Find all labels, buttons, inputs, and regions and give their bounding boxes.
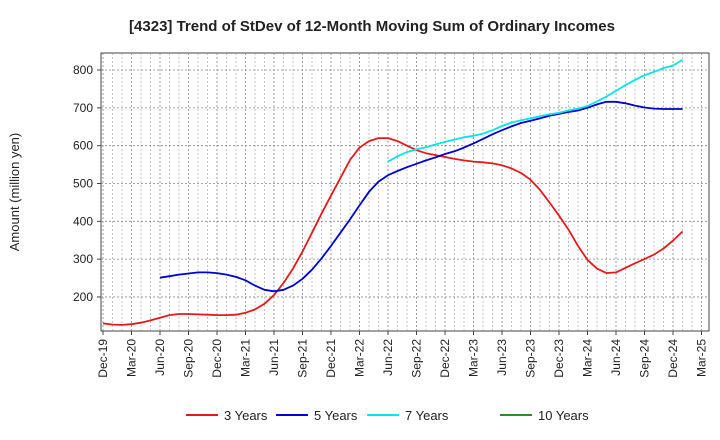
y-tick-label: 300 bbox=[73, 252, 93, 266]
legend-label: 7 Years bbox=[405, 408, 449, 423]
x-tick-label: Dec-24 bbox=[666, 339, 680, 378]
x-tick-label: Dec-19 bbox=[96, 339, 110, 378]
y-tick-label: 700 bbox=[73, 101, 93, 115]
legend-label: 10 Years bbox=[538, 408, 589, 423]
x-tick-label: Mar-23 bbox=[467, 339, 481, 377]
y-tick-label: 800 bbox=[73, 63, 93, 77]
x-tick-label: Mar-25 bbox=[695, 339, 709, 377]
x-axis-ticks: Dec-19 Mar-20 Jun-20 Sep-20 Dec-20 Mar-21 Jun-… bbox=[96, 331, 709, 378]
plot-area bbox=[101, 53, 709, 331]
legend-label: 3 Years bbox=[224, 408, 268, 423]
x-tick-label: Jun-20 bbox=[153, 339, 167, 376]
x-tick-label: Dec-21 bbox=[324, 339, 338, 378]
x-tick-label: Dec-23 bbox=[552, 339, 566, 378]
x-tick-label: Mar-22 bbox=[353, 339, 367, 377]
x-tick-label: Jun-24 bbox=[609, 339, 623, 376]
x-tick-label: Sep-20 bbox=[182, 339, 196, 378]
legend: 3 Years 5 Years 7 Years 10 Years bbox=[186, 408, 589, 423]
legend-label: 5 Years bbox=[314, 408, 358, 423]
y-tick-label: 200 bbox=[73, 290, 93, 304]
x-tick-label: Mar-21 bbox=[239, 339, 253, 377]
y-tick-label: 400 bbox=[73, 214, 93, 228]
x-tick-label: Jun-22 bbox=[381, 339, 395, 376]
chart-title: [4323] Trend of StDev of 12-Month Moving… bbox=[129, 18, 615, 35]
x-tick-label: Sep-24 bbox=[638, 339, 652, 378]
chart: [4323] Trend of StDev of 12-Month Moving… bbox=[0, 0, 720, 440]
x-tick-label: Dec-20 bbox=[210, 339, 224, 378]
y-axis-label: Amount (million yen) bbox=[7, 133, 22, 252]
x-tick-label: Sep-21 bbox=[296, 339, 310, 378]
x-tick-label: Mar-20 bbox=[125, 339, 139, 377]
x-tick-label: Mar-24 bbox=[581, 339, 595, 377]
x-tick-label: Dec-22 bbox=[438, 339, 452, 378]
x-tick-label: Jun-21 bbox=[267, 339, 281, 376]
x-tick-label: Jun-23 bbox=[495, 339, 509, 376]
x-tick-label: Sep-22 bbox=[410, 339, 424, 378]
y-axis-ticks: 200 300 400 500 600 700 800 bbox=[73, 63, 101, 304]
x-tick-label: Sep-23 bbox=[524, 339, 538, 378]
y-tick-label: 500 bbox=[73, 176, 93, 190]
y-tick-label: 600 bbox=[73, 139, 93, 153]
